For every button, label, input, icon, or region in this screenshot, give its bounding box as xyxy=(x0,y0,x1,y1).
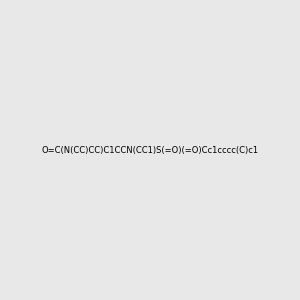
Text: O=C(N(CC)CC)C1CCN(CC1)S(=O)(=O)Cc1cccc(C)c1: O=C(N(CC)CC)C1CCN(CC1)S(=O)(=O)Cc1cccc(C… xyxy=(41,146,259,154)
